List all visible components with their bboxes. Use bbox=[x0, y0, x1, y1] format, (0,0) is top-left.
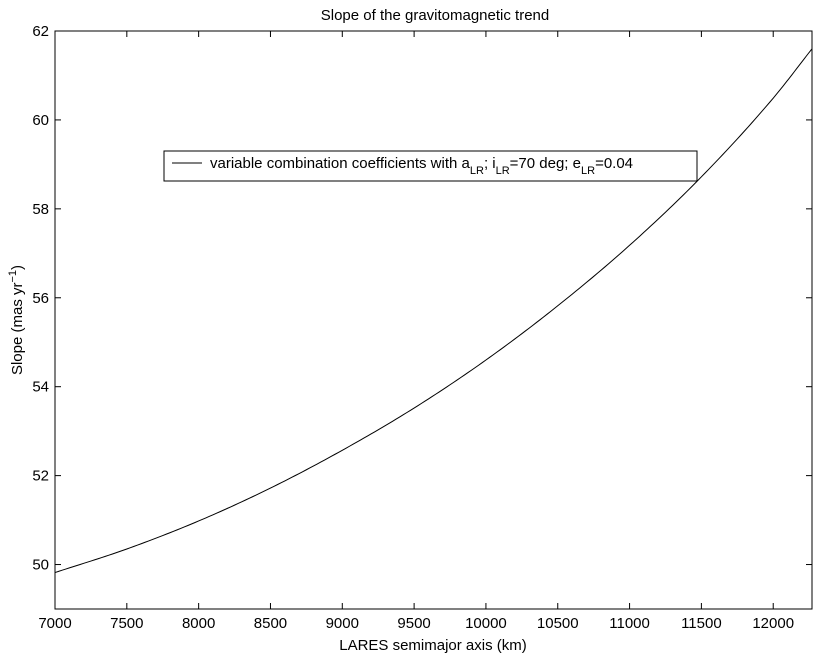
y-tick-label: 60 bbox=[32, 112, 49, 129]
x-tick-label: 8500 bbox=[254, 615, 287, 632]
y-axis: 50 52 54 56 58 60 62 bbox=[32, 23, 812, 574]
x-tick-label: 10500 bbox=[537, 615, 579, 632]
y-tick-label: 58 bbox=[32, 201, 49, 218]
x-axis: 7000 7500 8000 8500 9000 9500 10000 10500 11000 1… bbox=[38, 31, 794, 632]
legend-label: variable combination coefficients with a… bbox=[210, 155, 633, 177]
x-tick-label: 11000 bbox=[609, 615, 650, 632]
y-tick-label: 50 bbox=[32, 557, 49, 574]
x-tick-label: 9000 bbox=[326, 615, 359, 632]
y-tick-label: 52 bbox=[32, 468, 49, 485]
x-tick-label: 12000 bbox=[752, 615, 794, 632]
plot-area bbox=[54, 30, 813, 610]
y-axis-label: Slope (mas yr−1) bbox=[7, 265, 26, 375]
series-line bbox=[54, 48, 813, 574]
x-tick-label: 11500 bbox=[681, 615, 722, 632]
x-tick-label: 8000 bbox=[182, 615, 215, 632]
y-tick-label: 62 bbox=[32, 23, 49, 40]
legend-box bbox=[163, 150, 698, 182]
x-tick-label: 7000 bbox=[38, 615, 71, 632]
x-axis-label: LARES semimajor axis (km) bbox=[339, 637, 527, 654]
x-tick-label: 9500 bbox=[397, 615, 430, 632]
x-tick-label: 7500 bbox=[110, 615, 143, 632]
y-tick-label: 54 bbox=[32, 379, 49, 396]
legend: variable combination coefficients with a… bbox=[163, 150, 698, 182]
y-tick-label: 56 bbox=[32, 290, 49, 307]
x-tick-label: 10000 bbox=[465, 615, 507, 632]
chart-title: Slope of the gravitomagnetic trend bbox=[321, 7, 549, 24]
